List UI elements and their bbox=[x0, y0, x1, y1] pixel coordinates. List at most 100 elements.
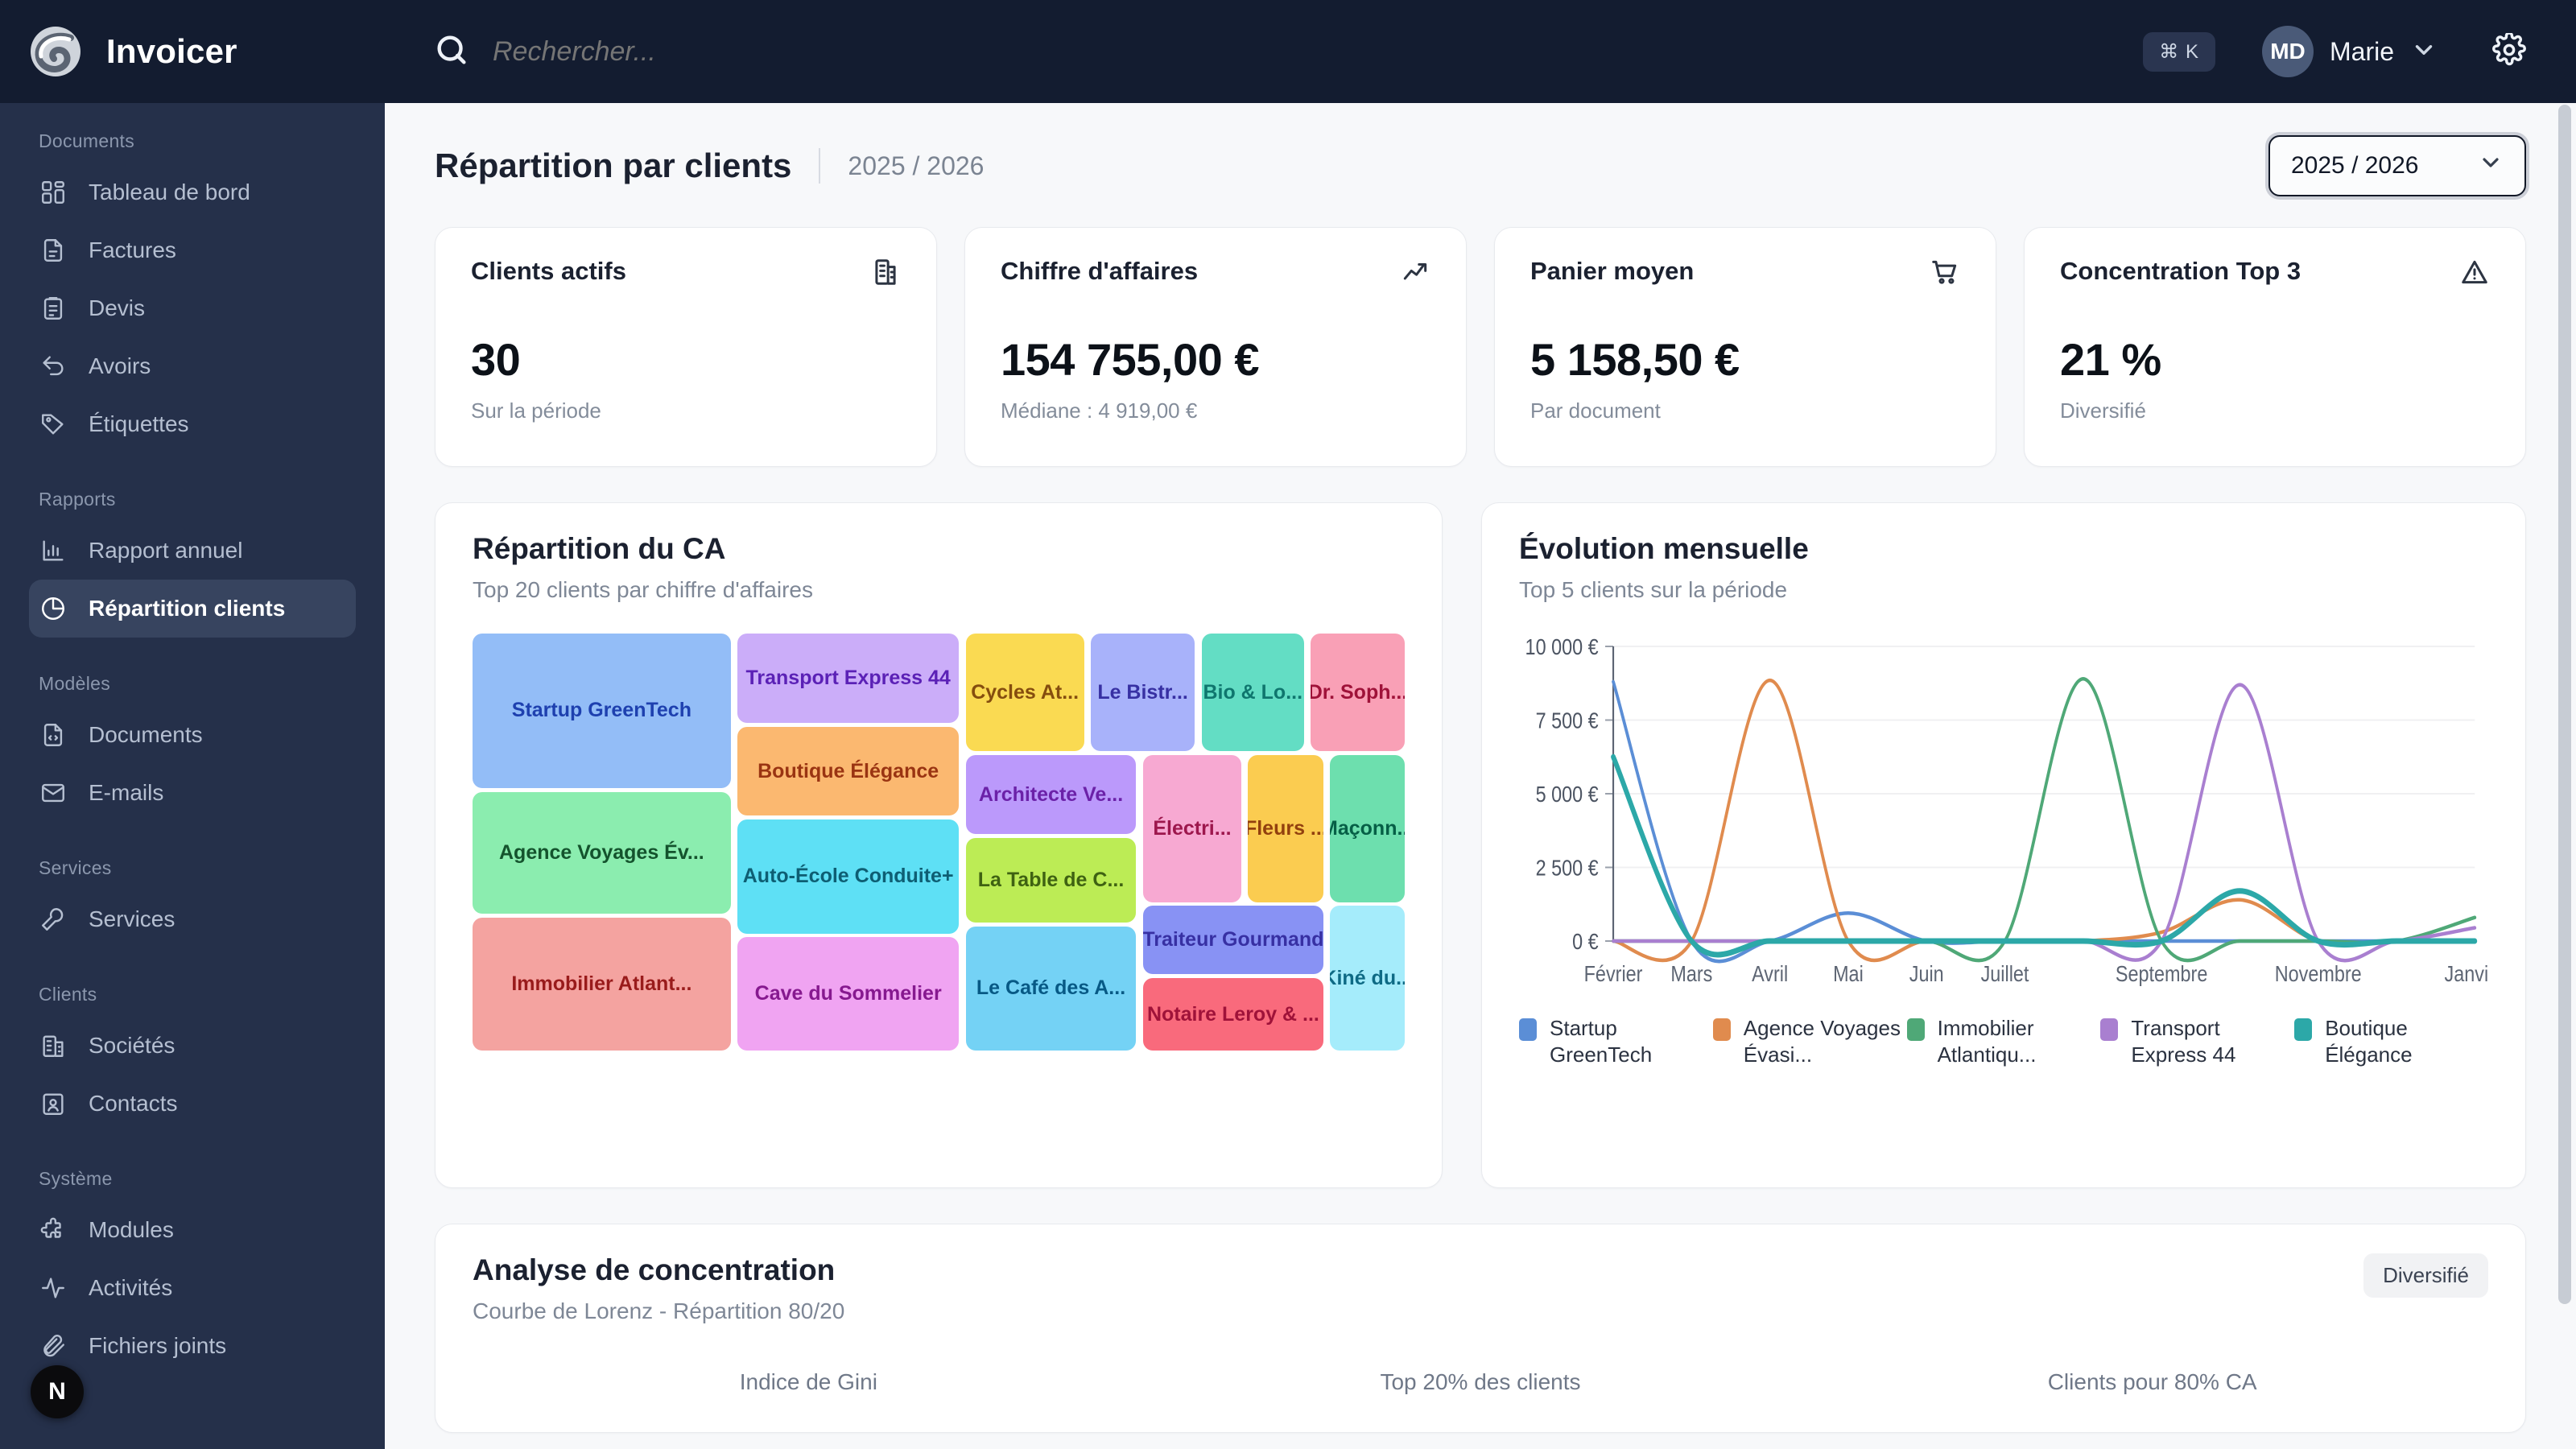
treemap-tile[interactable]: Le Café des A... bbox=[965, 926, 1137, 1051]
sidebar-item-modules[interactable]: Modules bbox=[29, 1201, 356, 1259]
x-axis-tick-label: Septembre bbox=[2116, 962, 2207, 986]
charts-row: Répartition du CA Top 20 clients par chi… bbox=[435, 502, 2526, 1188]
spiral-logo-icon bbox=[29, 25, 82, 78]
nav-group-label-systeme: Système bbox=[39, 1168, 113, 1189]
sidebar-nav: Documents Tableau de bord Factures Devis… bbox=[0, 103, 385, 1449]
sidebar-item-tableau-de-bord[interactable]: Tableau de bord bbox=[29, 163, 356, 221]
search-input[interactable] bbox=[493, 35, 2121, 68]
kpi-sub: Médiane : 4 919,00 € bbox=[1001, 398, 1198, 423]
kpi-row: Clients actifs 30 Sur la période Chiffre… bbox=[435, 227, 2526, 467]
sidebar-item-label: E-mails bbox=[89, 780, 164, 805]
nav-group-label-documents: Documents bbox=[39, 130, 135, 151]
treemap-tile[interactable]: Fleurs ... bbox=[1248, 754, 1324, 902]
card-subtitle: Courbe de Lorenz - Répartition 80/20 bbox=[473, 1298, 845, 1323]
page-header: Répartition par clients 2025 / 2026 2025… bbox=[435, 135, 2526, 196]
legend-swatch bbox=[2100, 1018, 2119, 1041]
nav-spacer bbox=[0, 1133, 385, 1168]
treemap-tile[interactable]: Cycles At... bbox=[965, 634, 1084, 752]
sidebar-item-activites[interactable]: Activités bbox=[29, 1259, 356, 1317]
file-code-icon bbox=[39, 720, 68, 749]
wrench-icon bbox=[39, 905, 68, 934]
treemap-tile[interactable]: Agence Voyages Év... bbox=[473, 791, 731, 914]
nav-spacer bbox=[0, 822, 385, 857]
document-text-icon bbox=[39, 236, 68, 265]
sidebar-item-repartition-clients[interactable]: Répartition clients bbox=[29, 580, 356, 638]
kpi-label: Panier moyen bbox=[1530, 257, 1695, 285]
sidebar-item-contacts[interactable]: Contacts bbox=[29, 1075, 356, 1133]
kpi-card-chiffre-affaires: Chiffre d'affaires 154 755,00 € Médiane … bbox=[964, 227, 1467, 467]
avatar: MD bbox=[2261, 26, 2314, 77]
treemap-tile[interactable]: Kiné du... bbox=[1330, 906, 1405, 1051]
user-name: Marie bbox=[2329, 36, 2394, 66]
treemap-tile[interactable]: Transport Express 44 bbox=[737, 634, 960, 724]
pie-chart-icon bbox=[39, 594, 68, 623]
warning-triangle-icon bbox=[2459, 257, 2490, 291]
sidebar-item-documents[interactable]: Documents bbox=[29, 706, 356, 764]
treemap-tile[interactable]: Électri... bbox=[1142, 754, 1242, 902]
nav-spacer bbox=[0, 453, 385, 489]
treemap-tile[interactable]: Le Bistr... bbox=[1090, 634, 1195, 752]
x-axis-tick-label: Janvier bbox=[2445, 962, 2488, 986]
corner-badge[interactable]: N bbox=[31, 1365, 84, 1418]
sidebar-item-societes[interactable]: Sociétés bbox=[29, 1017, 356, 1075]
treemap-tile[interactable]: Cave du Sommelier bbox=[737, 937, 960, 1051]
metric-label: Clients pour 80% CA bbox=[2047, 1369, 2257, 1394]
kpi-label: Clients actifs bbox=[471, 257, 626, 285]
nav-group-label-clients: Clients bbox=[39, 984, 97, 1005]
year-select[interactable]: 2025 / 2026 bbox=[2268, 135, 2526, 196]
treemap-tile[interactable]: Boutique Élégance bbox=[737, 726, 960, 816]
page-title: Répartition par clients bbox=[435, 147, 792, 184]
legend-item[interactable]: Agence Voyages Évasi... bbox=[1712, 1015, 1907, 1069]
treemap-tile[interactable]: Startup GreenTech bbox=[473, 634, 731, 788]
scrollbar-thumb[interactable] bbox=[2558, 105, 2571, 1304]
line-chart-wrap: 0 € 2 500 € 5 000 € 7 500 € 10 000 € Février M… bbox=[1519, 632, 2488, 1083]
contact-card-icon bbox=[39, 1089, 68, 1118]
y-axis-tick-label: 7 500 € bbox=[1536, 709, 1599, 733]
sidebar-item-devis[interactable]: Devis bbox=[29, 279, 356, 337]
sidebar-item-label: Fichiers joints bbox=[89, 1333, 227, 1358]
treemap-tile[interactable]: Dr. Soph... bbox=[1311, 634, 1405, 752]
treemap-tile[interactable]: La Table de C... bbox=[965, 838, 1137, 923]
treemap-tile[interactable]: Traiteur Gourmand bbox=[1142, 906, 1324, 975]
sidebar-item-etiquettes[interactable]: Étiquettes bbox=[29, 395, 356, 453]
nav-spacer bbox=[0, 638, 385, 673]
treemap-tile[interactable]: Maçonn... bbox=[1330, 754, 1405, 902]
legend-label: Boutique Élégance bbox=[2325, 1016, 2413, 1067]
user-menu[interactable]: MD Marie bbox=[2261, 26, 2438, 77]
sidebar-item-label: Étiquettes bbox=[89, 411, 189, 436]
legend-item[interactable]: Immobilier Atlantiqu... bbox=[1906, 1015, 2101, 1069]
sidebar-item-factures[interactable]: Factures bbox=[29, 221, 356, 279]
page-scrollbar[interactable] bbox=[2558, 103, 2571, 1449]
legend-item[interactable]: Boutique Élégance bbox=[2294, 1015, 2488, 1069]
brand[interactable]: Invoicer bbox=[0, 0, 385, 103]
line-chart-card: Évolution mensuelle Top 5 clients sur la… bbox=[1481, 502, 2526, 1188]
search-icon[interactable] bbox=[433, 31, 470, 72]
x-axis-tick-label: Juillet bbox=[1981, 962, 2029, 986]
keyboard-shortcut-badge: ⌘ K bbox=[2143, 31, 2215, 72]
sidebar-item-label: Rapport annuel bbox=[89, 538, 243, 563]
x-axis-tick-label: Avril bbox=[1752, 962, 1788, 986]
legend-label: Startup GreenTech bbox=[1550, 1016, 1653, 1067]
treemap-tile[interactable]: Architecte Ve... bbox=[965, 754, 1137, 835]
treemap-tile[interactable]: Immobilier Atlant... bbox=[473, 917, 731, 1051]
card-title: Évolution mensuelle bbox=[1519, 532, 1809, 565]
paperclip-icon bbox=[39, 1331, 68, 1360]
kpi-value: 21 % bbox=[2060, 334, 2161, 385]
page-content: Répartition par clients 2025 / 2026 2025… bbox=[385, 103, 2576, 1449]
gear-icon[interactable] bbox=[2492, 31, 2526, 71]
treemap-tile[interactable]: Auto-École Conduite+ bbox=[737, 819, 960, 934]
sidebar-item-fichiers-joints[interactable]: Fichiers joints bbox=[29, 1317, 356, 1375]
treemap-tile[interactable]: Bio & Lo... bbox=[1201, 634, 1304, 752]
sidebar-item-services[interactable]: Services bbox=[29, 890, 356, 948]
legend-item[interactable]: Transport Express 44 bbox=[2100, 1015, 2294, 1069]
treemap-tile[interactable]: Notaire Leroy & ... bbox=[1142, 977, 1324, 1051]
line-series bbox=[1611, 753, 2478, 958]
legend-item[interactable]: Startup GreenTech bbox=[1519, 1015, 1713, 1069]
sidebar-item-rapport-annuel[interactable]: Rapport annuel bbox=[29, 522, 356, 580]
legend-swatch bbox=[1906, 1018, 1925, 1041]
sidebar-item-avoirs[interactable]: Avoirs bbox=[29, 337, 356, 395]
sidebar-item-emails[interactable]: E-mails bbox=[29, 764, 356, 822]
activity-icon bbox=[39, 1274, 68, 1302]
chart-legend: Startup GreenTech Agence Voyages Évasi...… bbox=[1519, 1015, 2488, 1069]
